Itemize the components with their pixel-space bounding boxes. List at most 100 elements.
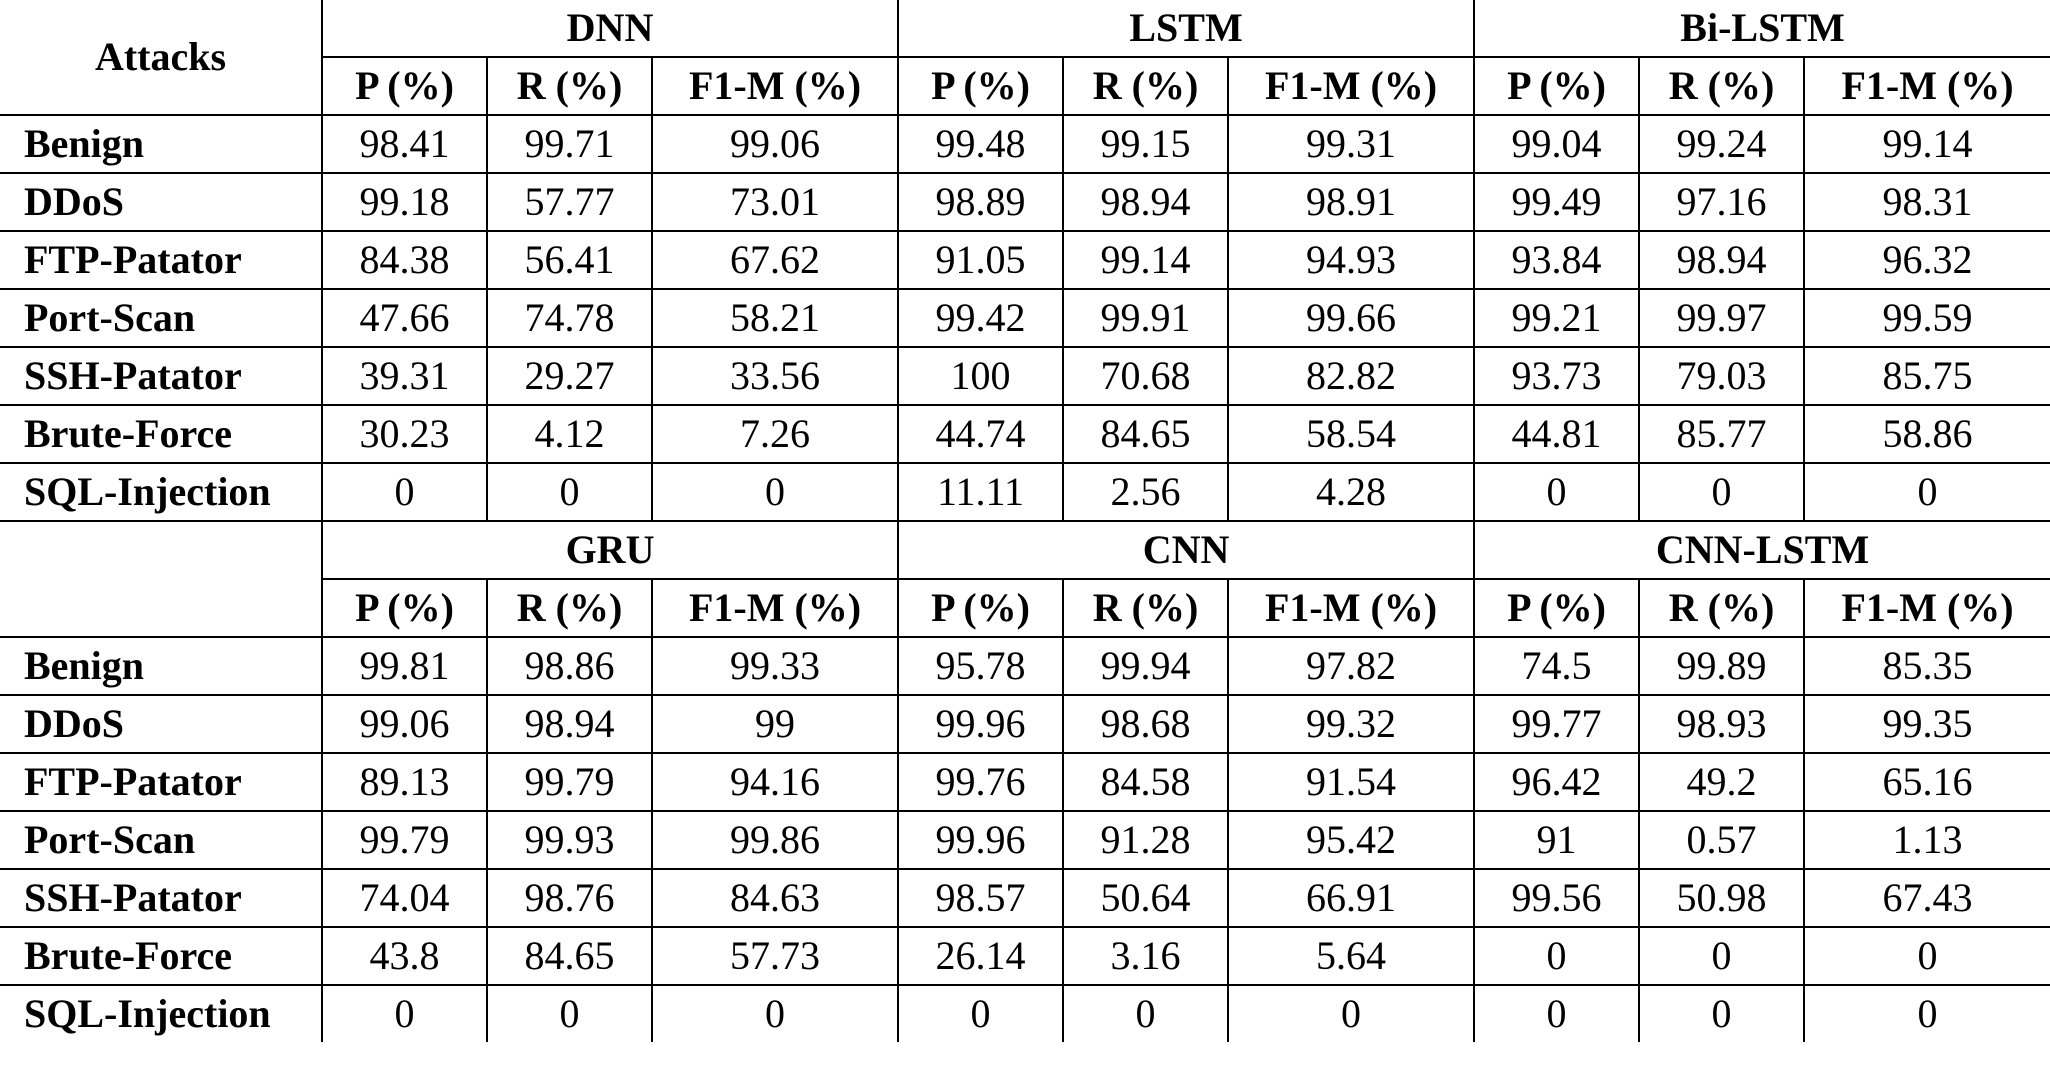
attacks-header: Attacks <box>0 0 323 116</box>
value-cell: 99.86 <box>650 810 900 870</box>
value-cell: 29.27 <box>486 346 653 406</box>
value-cell: 93.84 <box>1473 230 1641 290</box>
value-cell: 98.89 <box>897 172 1065 232</box>
value-cell: 98.76 <box>486 868 653 928</box>
model-header: GRU <box>320 520 900 580</box>
value-cell: 67.62 <box>650 230 900 290</box>
value-cell: 99.96 <box>897 694 1065 754</box>
value-cell: 70.68 <box>1062 346 1230 406</box>
value-cell: 58.54 <box>1227 404 1476 464</box>
value-cell: 96.42 <box>1473 752 1641 812</box>
value-cell: 99.49 <box>1473 172 1641 232</box>
value-cell: 39.31 <box>321 346 488 406</box>
table-row: Brute-Force 30.23 4.12 7.26 44.74 84.65 58.54 4… <box>0 404 2050 464</box>
metric-header: F1-M (%) <box>650 578 900 638</box>
table-row: SQL-Injection 0 0 0 0 0 0 0 0 0 <box>0 984 2050 1042</box>
model-header-row: GRU CNN CNN-LSTM <box>0 520 2050 638</box>
value-cell: 74.5 <box>1473 636 1641 696</box>
attack-name-cell: SQL-Injection <box>0 462 323 522</box>
results-table: Attacks DNN LSTM Bi-LSTM P (%) R (%) F1-M (%) P… <box>0 0 2050 1042</box>
value-cell: 0 <box>1803 462 2050 522</box>
value-cell: 57.73 <box>650 926 900 986</box>
value-cell: 98.94 <box>1638 230 1806 290</box>
attack-name-cell: Brute-Force <box>0 926 323 986</box>
table-row: Port-Scan 47.66 74.78 58.21 99.42 99.91 99.66 9… <box>0 288 2050 348</box>
value-cell: 50.98 <box>1638 868 1806 928</box>
attack-name-cell: Port-Scan <box>0 810 323 870</box>
value-cell: 0 <box>650 984 900 1042</box>
value-cell: 99.79 <box>321 810 488 870</box>
value-cell: 99.04 <box>1473 114 1641 174</box>
value-cell: 91 <box>1473 810 1641 870</box>
table-row: SQL-Injection 0 0 0 11.11 2.56 4.28 0 0 0 <box>0 462 2050 522</box>
value-cell: 99.32 <box>1227 694 1476 754</box>
value-cell: 98.94 <box>1062 172 1230 232</box>
value-cell: 99.59 <box>1803 288 2050 348</box>
table-row: SSH-Patator 39.31 29.27 33.56 100 70.68 82.82 9… <box>0 346 2050 406</box>
value-cell: 44.74 <box>897 404 1065 464</box>
value-cell: 99 <box>650 694 900 754</box>
value-cell: 67.43 <box>1803 868 2050 928</box>
value-cell: 1.13 <box>1803 810 2050 870</box>
metric-header: F1-M (%) <box>1803 578 2050 638</box>
value-cell: 56.41 <box>486 230 653 290</box>
model-header: DNN <box>320 0 900 58</box>
value-cell: 0 <box>1227 984 1476 1042</box>
metric-header: R (%) <box>486 578 653 638</box>
metric-header: P (%) <box>1473 56 1641 116</box>
value-cell: 0 <box>321 984 488 1042</box>
model-header-row: Attacks DNN LSTM Bi-LSTM <box>0 0 2050 116</box>
value-cell: 0 <box>321 462 488 522</box>
value-cell: 99.76 <box>897 752 1065 812</box>
value-cell: 4.12 <box>486 404 653 464</box>
value-cell: 99.42 <box>897 288 1065 348</box>
value-cell: 94.16 <box>650 752 900 812</box>
value-cell: 11.11 <box>897 462 1065 522</box>
value-cell: 58.21 <box>650 288 900 348</box>
value-cell: 97.16 <box>1638 172 1806 232</box>
value-cell: 0 <box>650 462 900 522</box>
value-cell: 99.31 <box>1227 114 1476 174</box>
value-cell: 99.89 <box>1638 636 1806 696</box>
value-cell: 5.64 <box>1227 926 1476 986</box>
attack-name-cell: FTP-Patator <box>0 230 323 290</box>
value-cell: 47.66 <box>321 288 488 348</box>
value-cell: 99.24 <box>1638 114 1806 174</box>
value-cell: 26.14 <box>897 926 1065 986</box>
value-cell: 2.56 <box>1062 462 1230 522</box>
value-cell: 98.94 <box>486 694 653 754</box>
metric-header: F1-M (%) <box>1803 56 2050 116</box>
value-cell: 82.82 <box>1227 346 1476 406</box>
value-cell: 0 <box>1803 984 2050 1042</box>
value-cell: 89.13 <box>321 752 488 812</box>
value-cell: 0 <box>1062 984 1230 1042</box>
value-cell: 98.68 <box>1062 694 1230 754</box>
metric-header: R (%) <box>486 56 653 116</box>
attacks-header <box>0 520 323 638</box>
attack-name-cell: DDoS <box>0 694 323 754</box>
value-cell: 97.82 <box>1227 636 1476 696</box>
value-cell: 99.06 <box>650 114 900 174</box>
value-cell: 85.77 <box>1638 404 1806 464</box>
value-cell: 43.8 <box>321 926 488 986</box>
value-cell: 4.28 <box>1227 462 1476 522</box>
model-header: CNN-LSTM <box>1473 520 2050 580</box>
value-cell: 99.33 <box>650 636 900 696</box>
value-cell: 98.86 <box>486 636 653 696</box>
value-cell: 98.31 <box>1803 172 2050 232</box>
value-cell: 95.42 <box>1227 810 1476 870</box>
value-cell: 99.91 <box>1062 288 1230 348</box>
value-cell: 84.58 <box>1062 752 1230 812</box>
value-cell: 0 <box>1473 926 1641 986</box>
value-cell: 73.01 <box>650 172 900 232</box>
value-cell: 65.16 <box>1803 752 2050 812</box>
value-cell: 99.94 <box>1062 636 1230 696</box>
value-cell: 99.81 <box>321 636 488 696</box>
value-cell: 0 <box>1473 984 1641 1042</box>
metric-header-row: P (%) R (%) F1-M (%) P (%) R (%) F1-M (%) P (%… <box>0 56 2050 116</box>
attack-name-cell: FTP-Patator <box>0 752 323 812</box>
value-cell: 0.57 <box>1638 810 1806 870</box>
metric-header: P (%) <box>322 56 488 116</box>
table-row: Benign 99.81 98.86 99.33 95.78 99.94 97.82 74.5… <box>0 636 2050 696</box>
value-cell: 94.93 <box>1227 230 1476 290</box>
